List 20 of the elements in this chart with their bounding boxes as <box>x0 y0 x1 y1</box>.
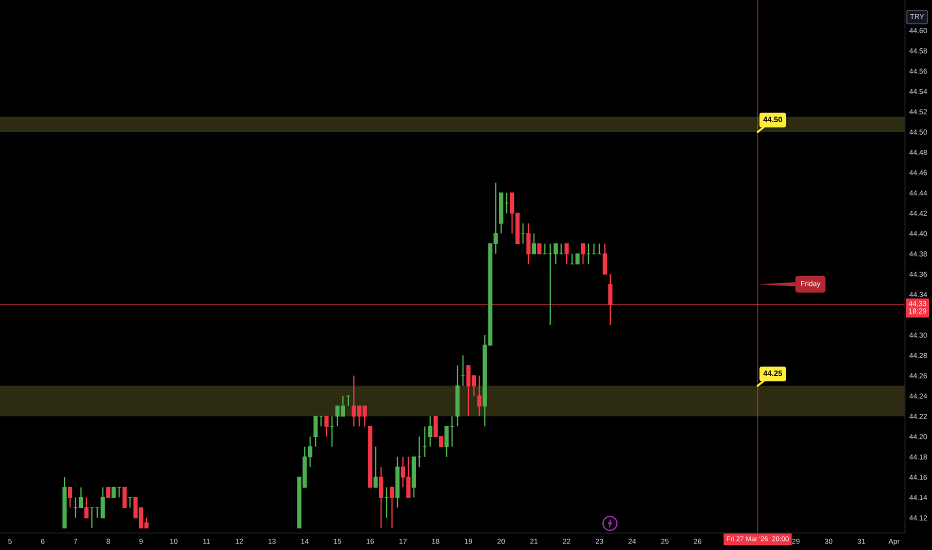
candlestick <box>378 466 384 529</box>
candlestick <box>564 243 569 265</box>
candlestick <box>390 486 394 529</box>
candlestick <box>526 222 531 265</box>
candlestick <box>324 416 329 438</box>
candlestick <box>537 243 542 254</box>
candlestick <box>68 486 72 508</box>
candlestick <box>374 446 378 488</box>
candlestick <box>106 486 110 498</box>
candlestick <box>444 426 449 458</box>
candlestick <box>428 416 432 448</box>
candlestick <box>608 273 612 326</box>
candlestick <box>532 232 536 254</box>
candlestick <box>477 375 482 417</box>
candlestick <box>314 416 318 448</box>
candlestick <box>580 243 586 265</box>
candlestick <box>602 243 607 275</box>
candlestick <box>78 486 84 508</box>
candlestick <box>84 496 89 518</box>
candlestick <box>122 486 127 508</box>
